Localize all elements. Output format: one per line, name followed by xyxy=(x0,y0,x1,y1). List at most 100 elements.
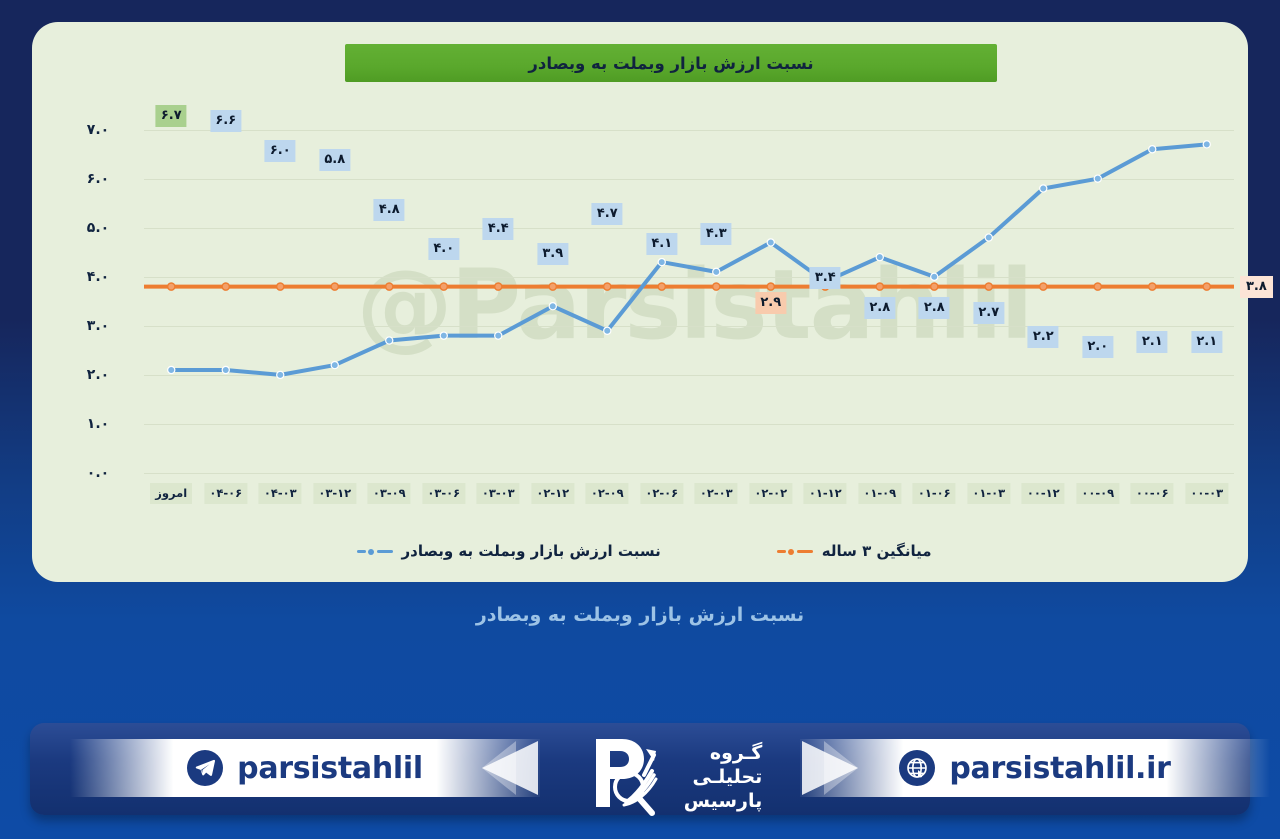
data-point-label: ۴.۳ xyxy=(700,223,732,246)
data-point-label: ۶.۷ xyxy=(155,105,187,128)
data-point-label: ۴.۰ xyxy=(428,237,460,260)
data-point-label: ۲.۲ xyxy=(1027,326,1059,349)
chart-series-svg xyxy=(144,140,1234,380)
gridline xyxy=(144,473,1234,474)
globe-icon xyxy=(899,750,936,786)
telegram-handle: parsistahlil xyxy=(237,750,423,786)
data-point-label: ۵.۸ xyxy=(319,149,351,172)
average-marker xyxy=(384,282,394,291)
data-point-label: ۲.۸ xyxy=(918,296,950,319)
data-point-label: ۴.۱ xyxy=(646,232,678,255)
legend-swatch xyxy=(769,545,813,557)
average-marker xyxy=(493,282,503,291)
website-band[interactable]: parsistahlil.ir xyxy=(800,739,1270,797)
y-axis-tick-label: ۰.۰ xyxy=(86,465,110,481)
ratio-marker xyxy=(276,370,285,380)
x-axis-tick-label: ۰۴-۰۶ xyxy=(204,483,248,504)
ratio-marker xyxy=(657,257,666,267)
footer: parsistahlil گـروه تحلیلـی پارسیس xyxy=(0,715,1280,839)
x-axis-tick-label: ۰۲-۱۲ xyxy=(531,483,575,504)
average-marker xyxy=(657,282,667,291)
legend-ratio[interactable]: نسبت ارزش بازار وبملت به وبصادر xyxy=(349,542,661,560)
data-point-label: ۶.۶ xyxy=(210,110,242,133)
x-axis-tick-label: ۰۲-۰۳ xyxy=(694,483,738,504)
y-axis-tick-label: ۷.۰ xyxy=(86,121,110,138)
logo-line-1: گـروه xyxy=(709,741,763,764)
average-marker xyxy=(1147,282,1157,291)
average-marker xyxy=(330,282,340,291)
x-axis-tick-label: ۰۰-۰۹ xyxy=(1076,483,1120,504)
x-axis-tick-label: ۰۲-۰۹ xyxy=(585,483,629,504)
y-axis-tick-label: ۶.۰ xyxy=(86,170,110,187)
ratio-marker xyxy=(167,365,176,375)
average-marker xyxy=(602,282,612,291)
data-point-label: ۶.۰ xyxy=(264,139,296,162)
data-point-label: ۲.۹ xyxy=(755,291,787,314)
average-marker xyxy=(711,282,721,291)
brand-logo-text: گـروه تحلیلـی پارسیس xyxy=(684,741,763,814)
ratio-marker xyxy=(1093,174,1102,183)
average-marker xyxy=(1093,282,1103,291)
ratio-marker xyxy=(766,238,775,247)
x-axis-tick-label: ۰۰-۱۲ xyxy=(1021,483,1065,504)
website-url: parsistahlil.ir xyxy=(949,750,1171,786)
gridline xyxy=(144,227,1234,229)
x-axis-tick-label: ۰۳-۱۲ xyxy=(313,483,357,504)
data-point-label: ۴.۴ xyxy=(482,218,514,241)
x-axis-tick-label: ۰۲-۰۶ xyxy=(640,483,684,504)
y-axis-tick-label: ۲.۰ xyxy=(86,366,110,383)
chart-title: نسبت ارزش بازار وبملت به وبصادر xyxy=(345,44,997,82)
logo-line-2: تحلیلـی xyxy=(692,765,763,788)
ratio-marker xyxy=(494,331,503,340)
data-point-label: ۴.۷ xyxy=(591,203,623,226)
x-axis-tick-label: ۰۱-۰۳ xyxy=(967,483,1011,504)
x-axis-labels: ۰۰-۰۳ ۰۰-۰۶ ۰۰-۰۹ ۰۰-۱۲ ۰۱-۰۳ ۰۱-۰۶ ۰۱-۰۹ ۰۱-۱۲… xyxy=(144,477,1234,517)
ratio-marker xyxy=(330,360,339,370)
chart-legend: میانگین ۳ ساله نسبت ارزش بازار وبملت به و… xyxy=(32,542,1248,560)
average-marker xyxy=(875,282,885,291)
x-axis-tick-label: ۰۲-۰۲ xyxy=(749,483,793,504)
y-axis-tick-label: ۵.۰ xyxy=(86,219,110,236)
x-axis-tick-label: ۰۱-۱۲ xyxy=(803,483,847,504)
data-point-label: ۲.۸ xyxy=(864,296,896,319)
telegram-band[interactable]: parsistahlil xyxy=(70,739,540,797)
gridline xyxy=(144,325,1234,327)
ratio-marker xyxy=(930,272,939,281)
x-axis-tick-label: ۰۳-۰۹ xyxy=(367,483,411,504)
page-caption: نسبت ارزش بازار وبملت به وبصادر xyxy=(475,604,805,626)
y-axis-tick-label: ۳.۰ xyxy=(86,317,110,334)
gridline xyxy=(144,129,1234,131)
x-axis-tick-label: امروز xyxy=(150,483,193,504)
average-marker xyxy=(1202,282,1212,291)
average-marker xyxy=(766,282,776,291)
average-value-label: ۳.۸ xyxy=(1240,275,1273,298)
average-marker xyxy=(439,282,449,291)
average-marker xyxy=(221,282,231,291)
data-point-label: ۲.۰ xyxy=(1082,335,1114,358)
average-marker xyxy=(984,282,994,291)
ratio-marker xyxy=(712,267,721,277)
legend-average[interactable]: میانگین ۳ ساله xyxy=(769,542,932,560)
data-point-label: ۲.۷ xyxy=(973,301,1005,324)
x-axis-tick-label: ۰۱-۰۶ xyxy=(912,483,956,504)
ratio-marker xyxy=(221,365,230,375)
ratio-marker xyxy=(548,302,557,311)
brand-logo: گـروه تحلیلـی پارسیس xyxy=(528,725,816,829)
telegram-icon xyxy=(187,750,224,786)
x-axis-tick-label: ۰۳-۰۳ xyxy=(476,483,520,504)
data-point-label: ۳.۴ xyxy=(809,267,841,290)
ratio-marker xyxy=(603,326,612,335)
legend-swatch xyxy=(349,545,393,557)
average-marker xyxy=(548,282,558,291)
ratio-marker xyxy=(1202,140,1211,149)
gridline xyxy=(144,423,1234,425)
data-point-label: ۳.۹ xyxy=(537,242,569,265)
average-marker xyxy=(929,282,939,291)
ratio-marker xyxy=(1148,145,1157,154)
ratio-marker xyxy=(439,331,448,340)
ratio-marker xyxy=(875,252,884,262)
chart-card: نسبت ارزش بازار وبملت به وبصادر @Parsist… xyxy=(32,22,1273,582)
y-axis-tick-label: ۱.۰ xyxy=(86,415,110,432)
data-point-label: ۴.۸ xyxy=(373,198,405,221)
x-axis-tick-label: ۰۰-۰۳ xyxy=(1185,483,1229,504)
